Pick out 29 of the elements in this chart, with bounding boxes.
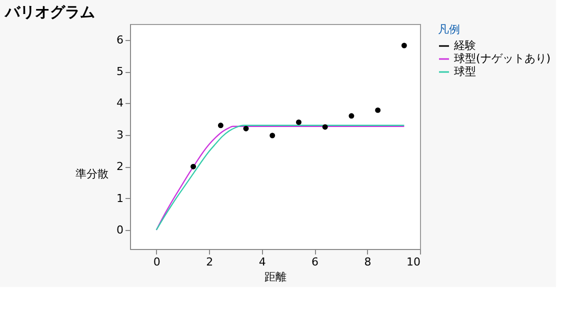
x-tick-label: 4 (258, 256, 266, 268)
legend-label: 球型 (454, 65, 476, 78)
x-tick-label: 6 (312, 256, 319, 268)
y-tick-label: 5 (116, 65, 124, 78)
y-tick-label: 1 (116, 192, 124, 205)
point (243, 126, 249, 132)
point (348, 113, 354, 119)
y-tick-label: 0 (116, 223, 124, 236)
legend-label: 球型(ナゲットあり) (454, 52, 551, 65)
x-tick-label: 2 (206, 256, 214, 268)
point (322, 124, 328, 130)
x-tick-label: 8 (364, 256, 372, 268)
point (218, 122, 224, 128)
x-tick-label: 0 (153, 256, 160, 268)
legend-label: 経験 (453, 39, 476, 52)
legend-title: 凡例 (438, 23, 460, 36)
y-axis-title: 準分散 (76, 168, 108, 180)
point (375, 107, 381, 113)
point (190, 164, 196, 170)
y-tick-label: 3 (116, 128, 124, 142)
y-tick-label: 4 (116, 96, 124, 110)
y-tick-label: 2 (116, 160, 124, 174)
x-tick-label: 10 (406, 256, 420, 268)
point (401, 42, 407, 48)
point (296, 120, 302, 125)
x-axis-title: 距離 (264, 270, 286, 284)
point (270, 132, 276, 138)
y-tick-label: 6 (116, 33, 124, 46)
chart-title: バリオグラム (4, 3, 95, 21)
